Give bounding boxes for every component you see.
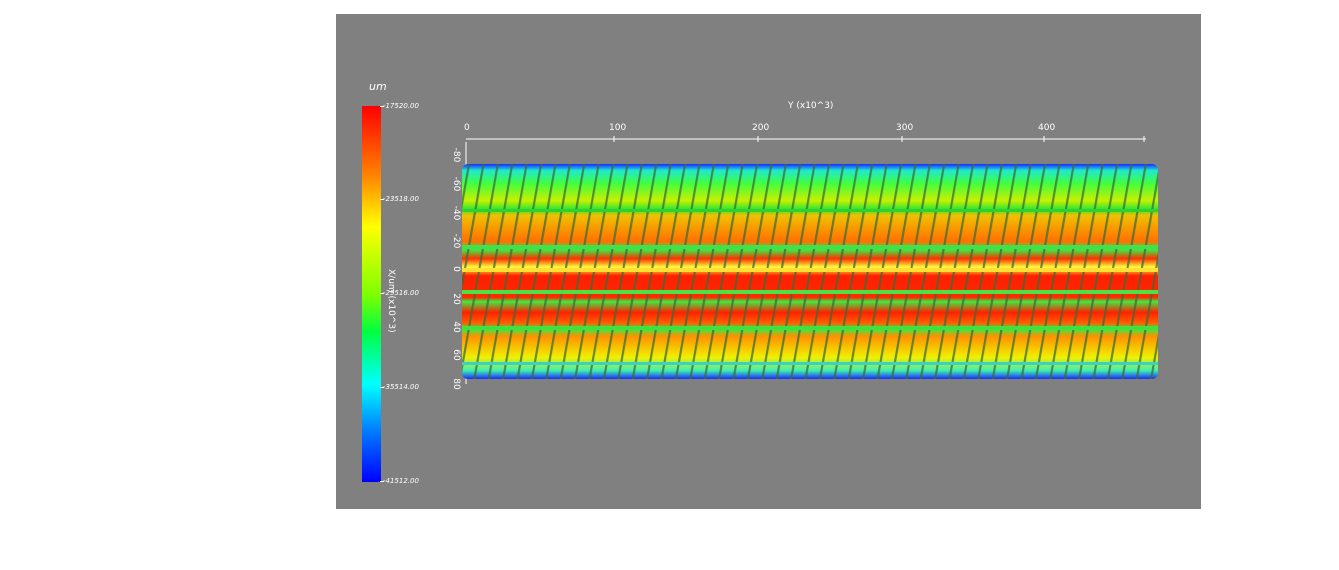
colorbar-tick [380, 106, 384, 107]
tire-surface-plot [462, 136, 1158, 384]
colorbar-label: -23518.00 [383, 195, 419, 203]
y-axis-tick: 0 [464, 123, 470, 133]
3d-viewport[interactable]: um -17520.00 -23518.00 -29516.00 -35514.… [336, 14, 1201, 509]
y-axis-title: Y (x10^3) [788, 101, 834, 111]
y-axis-tick: 400 [1038, 123, 1056, 133]
colorbar-tick [380, 199, 384, 200]
colorbar-label-min: -41512.00 [383, 477, 419, 485]
y-axis-tick: 100 [609, 123, 627, 133]
colorbar-label: -29516.00 [383, 289, 419, 297]
colorbar-tick [380, 293, 384, 294]
y-axis-tick: 200 [752, 123, 770, 133]
colorbar-label-max: -17520.00 [383, 102, 419, 110]
colorbar [362, 106, 381, 482]
colorbar-tick [380, 481, 384, 482]
colorbar-tick [380, 387, 384, 388]
colorbar-unit-label: um [369, 80, 387, 93]
y-axis-tick: 300 [896, 123, 914, 133]
colorbar-label: -35514.00 [383, 383, 419, 391]
